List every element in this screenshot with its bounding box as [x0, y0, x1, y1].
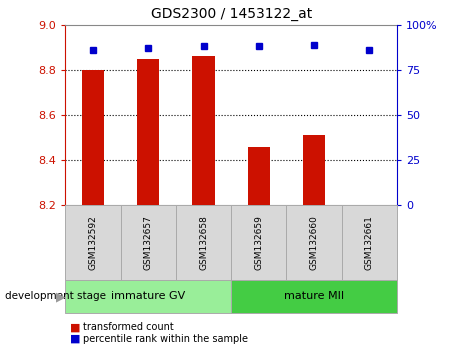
- Bar: [193, 56, 215, 205]
- Text: GSM132660: GSM132660: [309, 215, 318, 270]
- Text: GSM132661: GSM132661: [365, 215, 374, 270]
- Text: ▶: ▶: [56, 290, 66, 303]
- Text: transformed count: transformed count: [83, 322, 174, 332]
- Text: mature MII: mature MII: [284, 291, 344, 302]
- Bar: [65, 205, 121, 280]
- Text: ■: ■: [70, 334, 80, 344]
- Bar: [176, 205, 231, 280]
- Text: GSM132658: GSM132658: [199, 215, 208, 270]
- Bar: [303, 135, 325, 205]
- Text: immature GV: immature GV: [111, 291, 185, 302]
- Bar: [65, 280, 231, 313]
- Text: development stage: development stage: [5, 291, 106, 302]
- Bar: [231, 280, 397, 313]
- Text: GSM132657: GSM132657: [144, 215, 153, 270]
- Text: GSM132592: GSM132592: [88, 215, 97, 270]
- Bar: [121, 205, 176, 280]
- Bar: [137, 59, 159, 205]
- Bar: [342, 205, 397, 280]
- Text: GSM132659: GSM132659: [254, 215, 263, 270]
- Text: ■: ■: [70, 322, 80, 332]
- Bar: [248, 147, 270, 205]
- Text: percentile rank within the sample: percentile rank within the sample: [83, 334, 249, 344]
- Bar: [231, 205, 286, 280]
- Bar: [82, 70, 104, 205]
- Bar: [286, 205, 342, 280]
- Title: GDS2300 / 1453122_at: GDS2300 / 1453122_at: [151, 7, 312, 21]
